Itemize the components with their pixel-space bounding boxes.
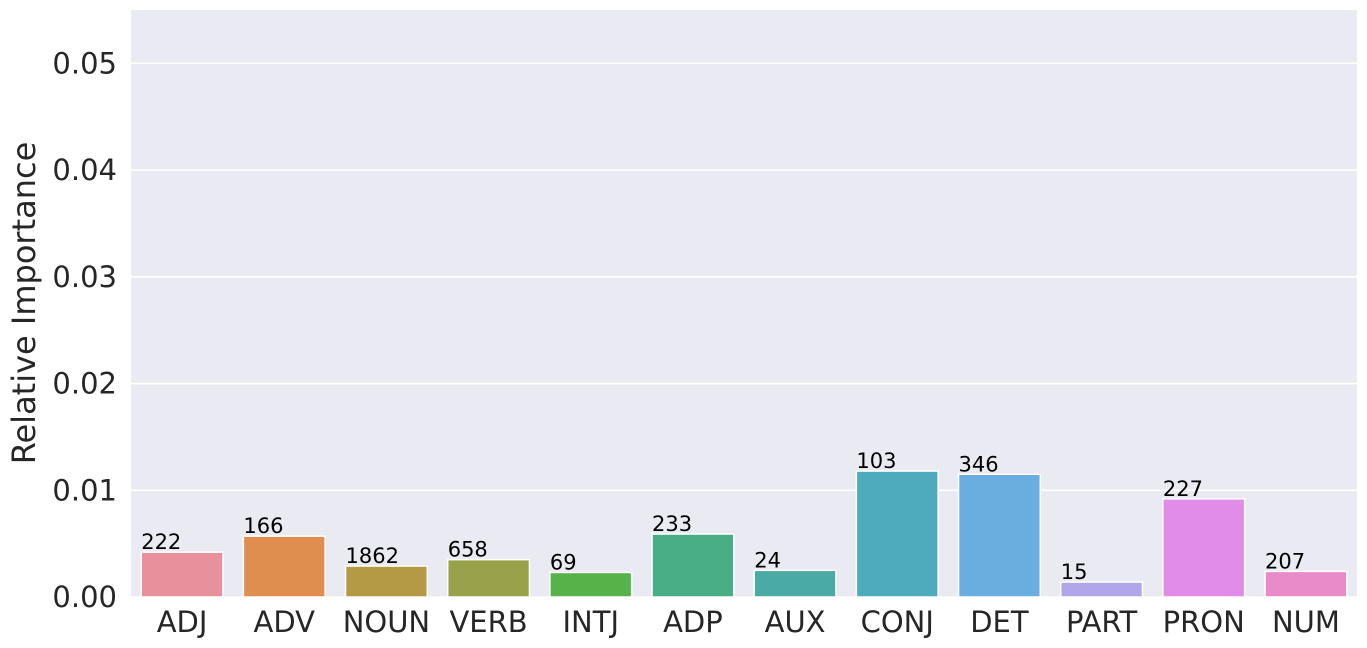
bars	[140, 470, 1348, 598]
x-tick-label-aux: AUX	[765, 605, 826, 639]
x-tick-label-intj: INTJ	[562, 605, 619, 639]
x-tick-label-adp: ADP	[663, 605, 723, 639]
bar-adj	[140, 551, 224, 598]
count-label-det: 346	[959, 452, 999, 476]
count-label-part: 15	[1061, 560, 1088, 584]
count-labels: 222 166 1862 658 69 233 24 103 346 15 227 207	[141, 449, 1305, 584]
x-tick-label-det: DET	[970, 605, 1029, 639]
count-label-intj: 69	[550, 550, 577, 574]
bar-aux	[753, 569, 837, 598]
count-label-verb: 658	[448, 538, 488, 562]
y-axis-ticks: 0.00 0.01 0.02 0.03 0.04 0.05	[52, 46, 117, 614]
count-label-pron: 227	[1163, 477, 1203, 501]
y-tick-label: 0.02	[52, 367, 117, 401]
y-tick-label: 0.00	[52, 580, 117, 614]
x-tick-label-adj: ADJ	[157, 605, 208, 639]
bar-part	[1059, 581, 1144, 598]
y-tick-label: 0.05	[52, 46, 117, 80]
bar-adp	[651, 533, 735, 598]
bar-intj	[549, 571, 633, 598]
x-tick-label-conj: CONJ	[861, 605, 934, 639]
y-tick-label: 0.04	[52, 153, 117, 187]
bar-adv	[242, 535, 326, 598]
grid-lines	[131, 62, 1357, 598]
count-label-adv: 166	[243, 514, 283, 538]
y-tick-label: 0.03	[52, 260, 117, 294]
bar-det	[957, 473, 1042, 598]
y-axis-title: Relative Importance	[5, 142, 43, 465]
x-tick-label-noun: NOUN	[343, 605, 430, 639]
x-tick-label-pron: PRON	[1163, 605, 1245, 639]
x-tick-label-part: PART	[1066, 605, 1138, 639]
bar-noun	[344, 565, 429, 598]
plot-area	[131, 10, 1357, 597]
x-axis-ticks: ADJ ADV NOUN VERB INTJ ADP AUX CONJ DET PART PRON N…	[157, 605, 1340, 639]
count-label-adp: 233	[652, 512, 692, 536]
bar-conj	[855, 470, 939, 598]
count-label-adj: 222	[141, 530, 181, 554]
x-tick-label-verb: VERB	[449, 605, 527, 639]
count-label-noun: 1862	[346, 544, 399, 568]
x-tick-label-num: NUM	[1272, 605, 1340, 639]
count-label-conj: 103	[856, 449, 896, 473]
bar-verb	[446, 558, 531, 598]
bar-pron	[1162, 498, 1246, 598]
count-label-aux: 24	[754, 548, 781, 572]
bar-num	[1264, 570, 1348, 598]
x-tick-label-adv: ADV	[254, 605, 316, 639]
y-tick-label: 0.01	[52, 473, 117, 507]
count-label-num: 207	[1265, 549, 1305, 573]
